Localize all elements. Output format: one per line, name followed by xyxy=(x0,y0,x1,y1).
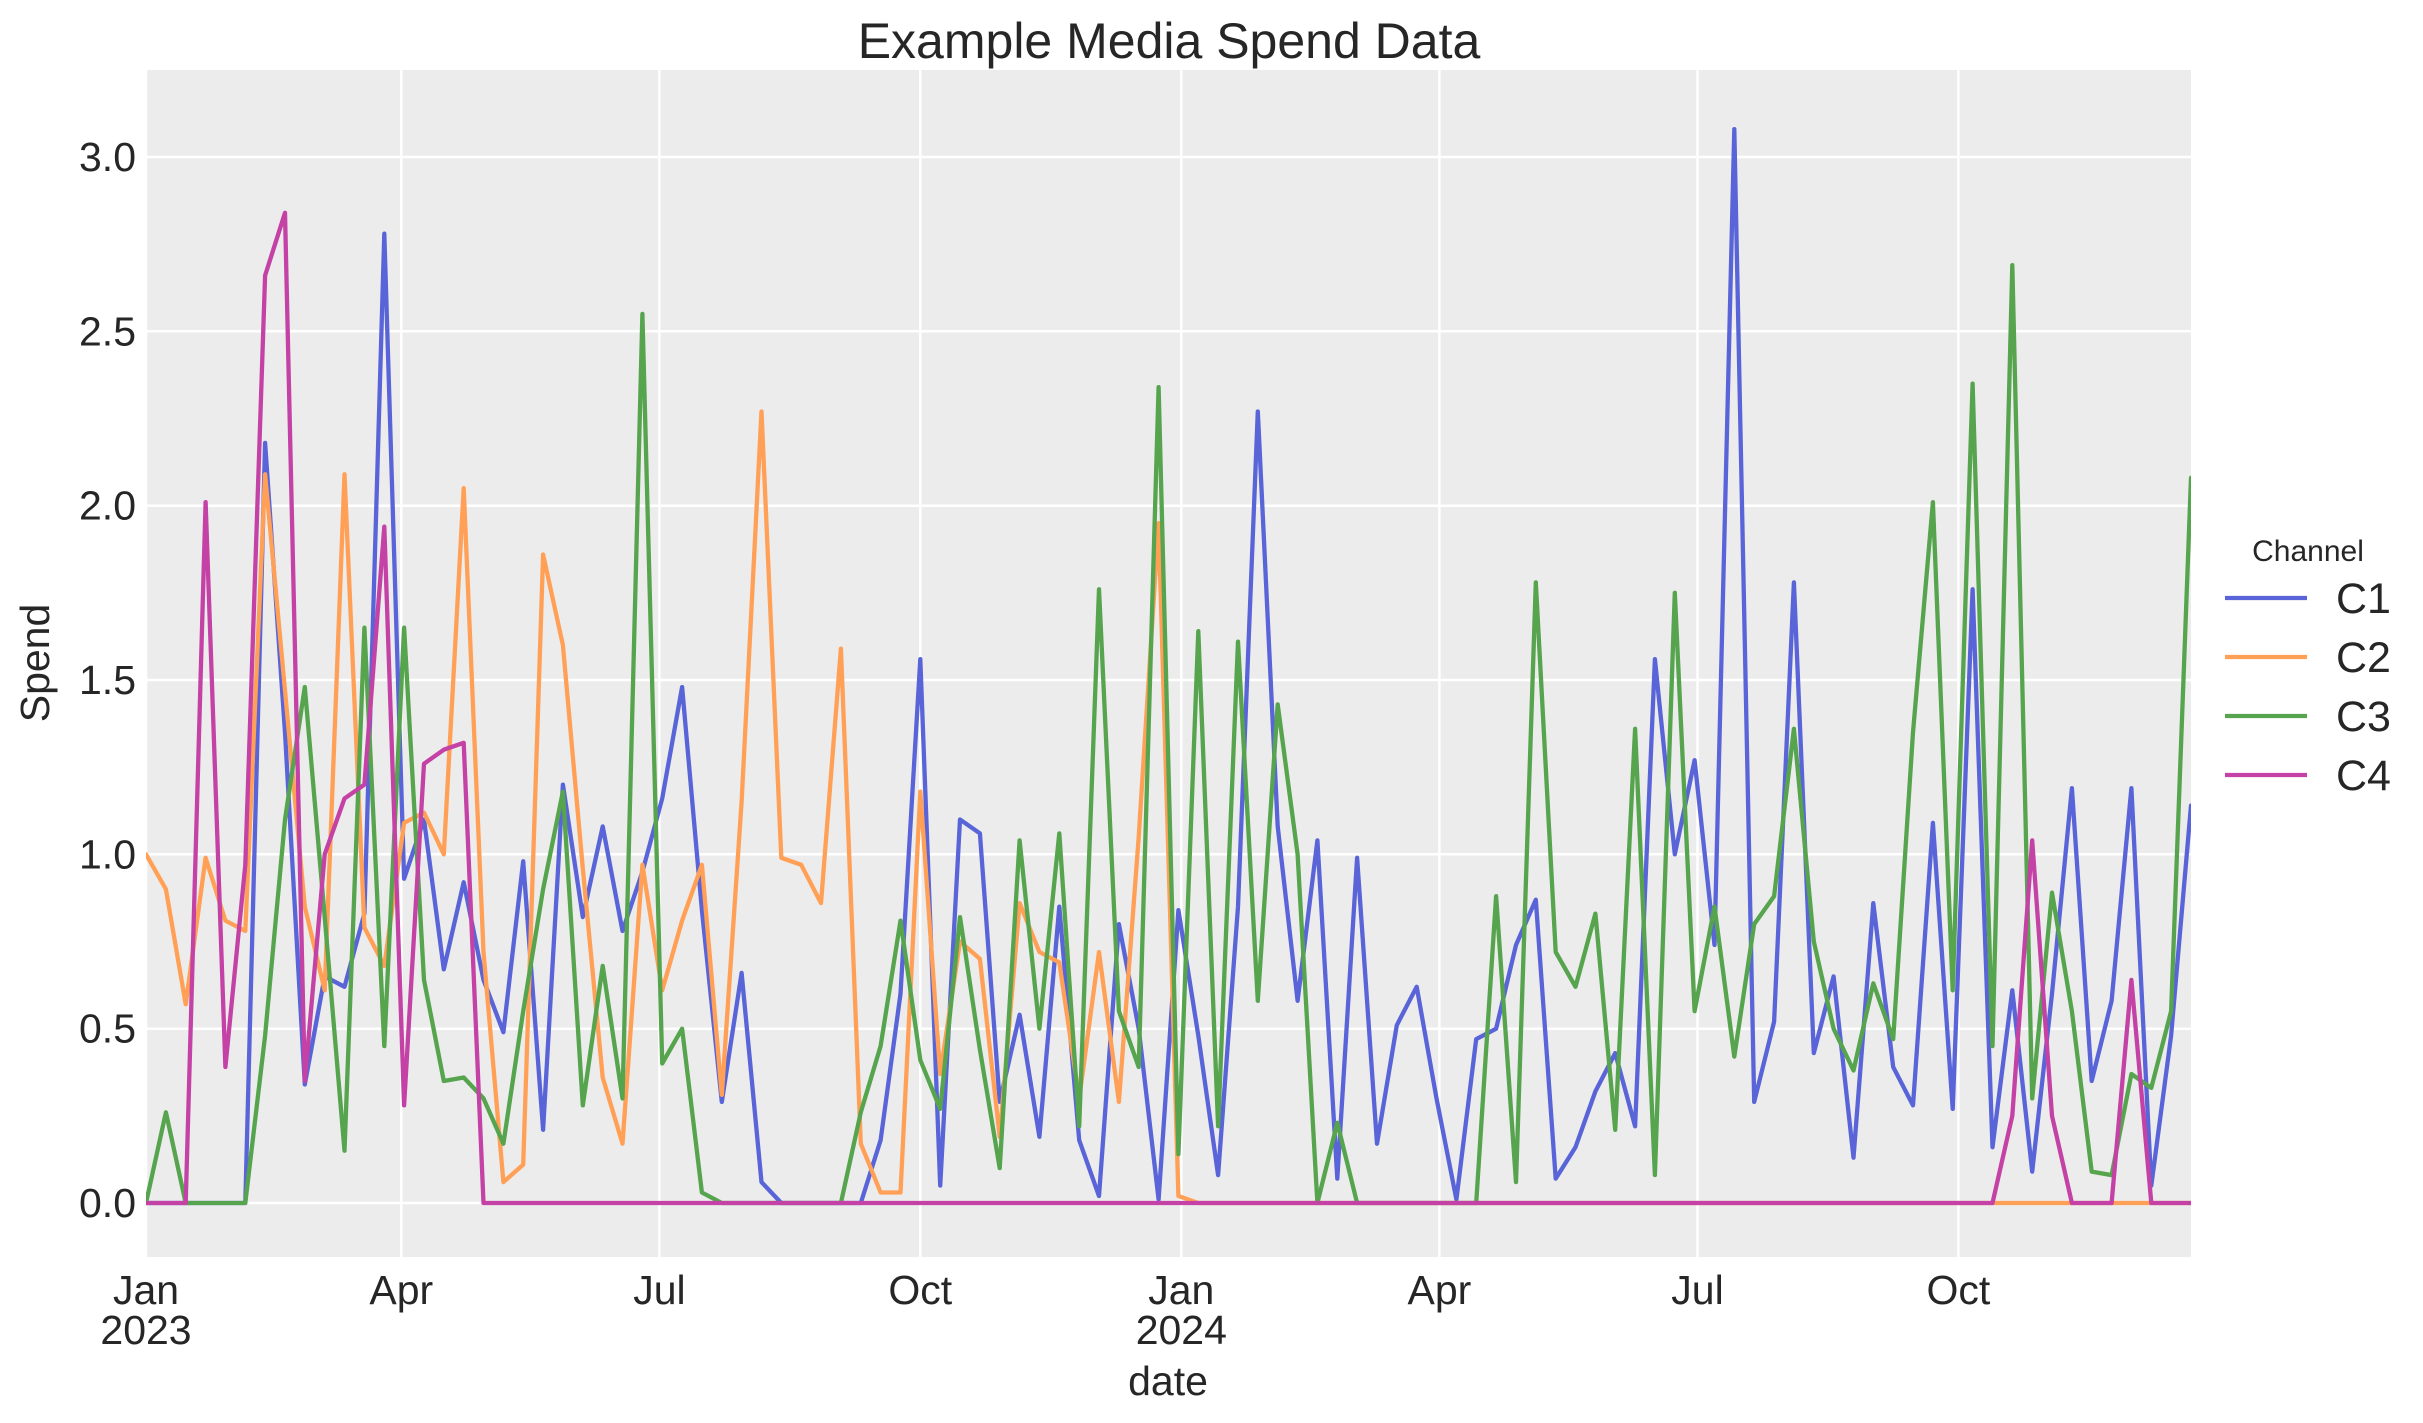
svg-text:Jan: Jan xyxy=(1148,1267,1214,1313)
svg-text:C2: C2 xyxy=(2336,634,2391,682)
svg-text:date: date xyxy=(1128,1358,1208,1404)
svg-text:Example Media Spend Data: Example Media Spend Data xyxy=(858,13,1481,69)
svg-text:Oct: Oct xyxy=(888,1267,952,1313)
svg-text:Channel: Channel xyxy=(2252,535,2364,568)
svg-text:2023: 2023 xyxy=(100,1307,191,1353)
svg-text:1.0: 1.0 xyxy=(79,831,136,877)
svg-text:Jan: Jan xyxy=(113,1267,179,1313)
svg-text:2.0: 2.0 xyxy=(79,483,136,529)
svg-text:Oct: Oct xyxy=(1927,1267,1991,1313)
svg-text:2024: 2024 xyxy=(1136,1307,1227,1353)
svg-text:2.5: 2.5 xyxy=(79,308,136,354)
svg-text:C1: C1 xyxy=(2336,575,2391,623)
svg-text:C4: C4 xyxy=(2336,752,2391,800)
svg-text:Jul: Jul xyxy=(1671,1267,1723,1313)
svg-text:3.0: 3.0 xyxy=(79,134,136,180)
svg-text:Apr: Apr xyxy=(1407,1267,1471,1313)
svg-text:C3: C3 xyxy=(2336,693,2391,741)
svg-text:Apr: Apr xyxy=(369,1267,433,1313)
svg-text:Jul: Jul xyxy=(633,1267,685,1313)
svg-text:Spend: Spend xyxy=(12,604,58,723)
svg-text:0.5: 0.5 xyxy=(79,1006,136,1052)
svg-text:1.5: 1.5 xyxy=(79,657,136,703)
svg-text:0.0: 0.0 xyxy=(79,1180,136,1226)
